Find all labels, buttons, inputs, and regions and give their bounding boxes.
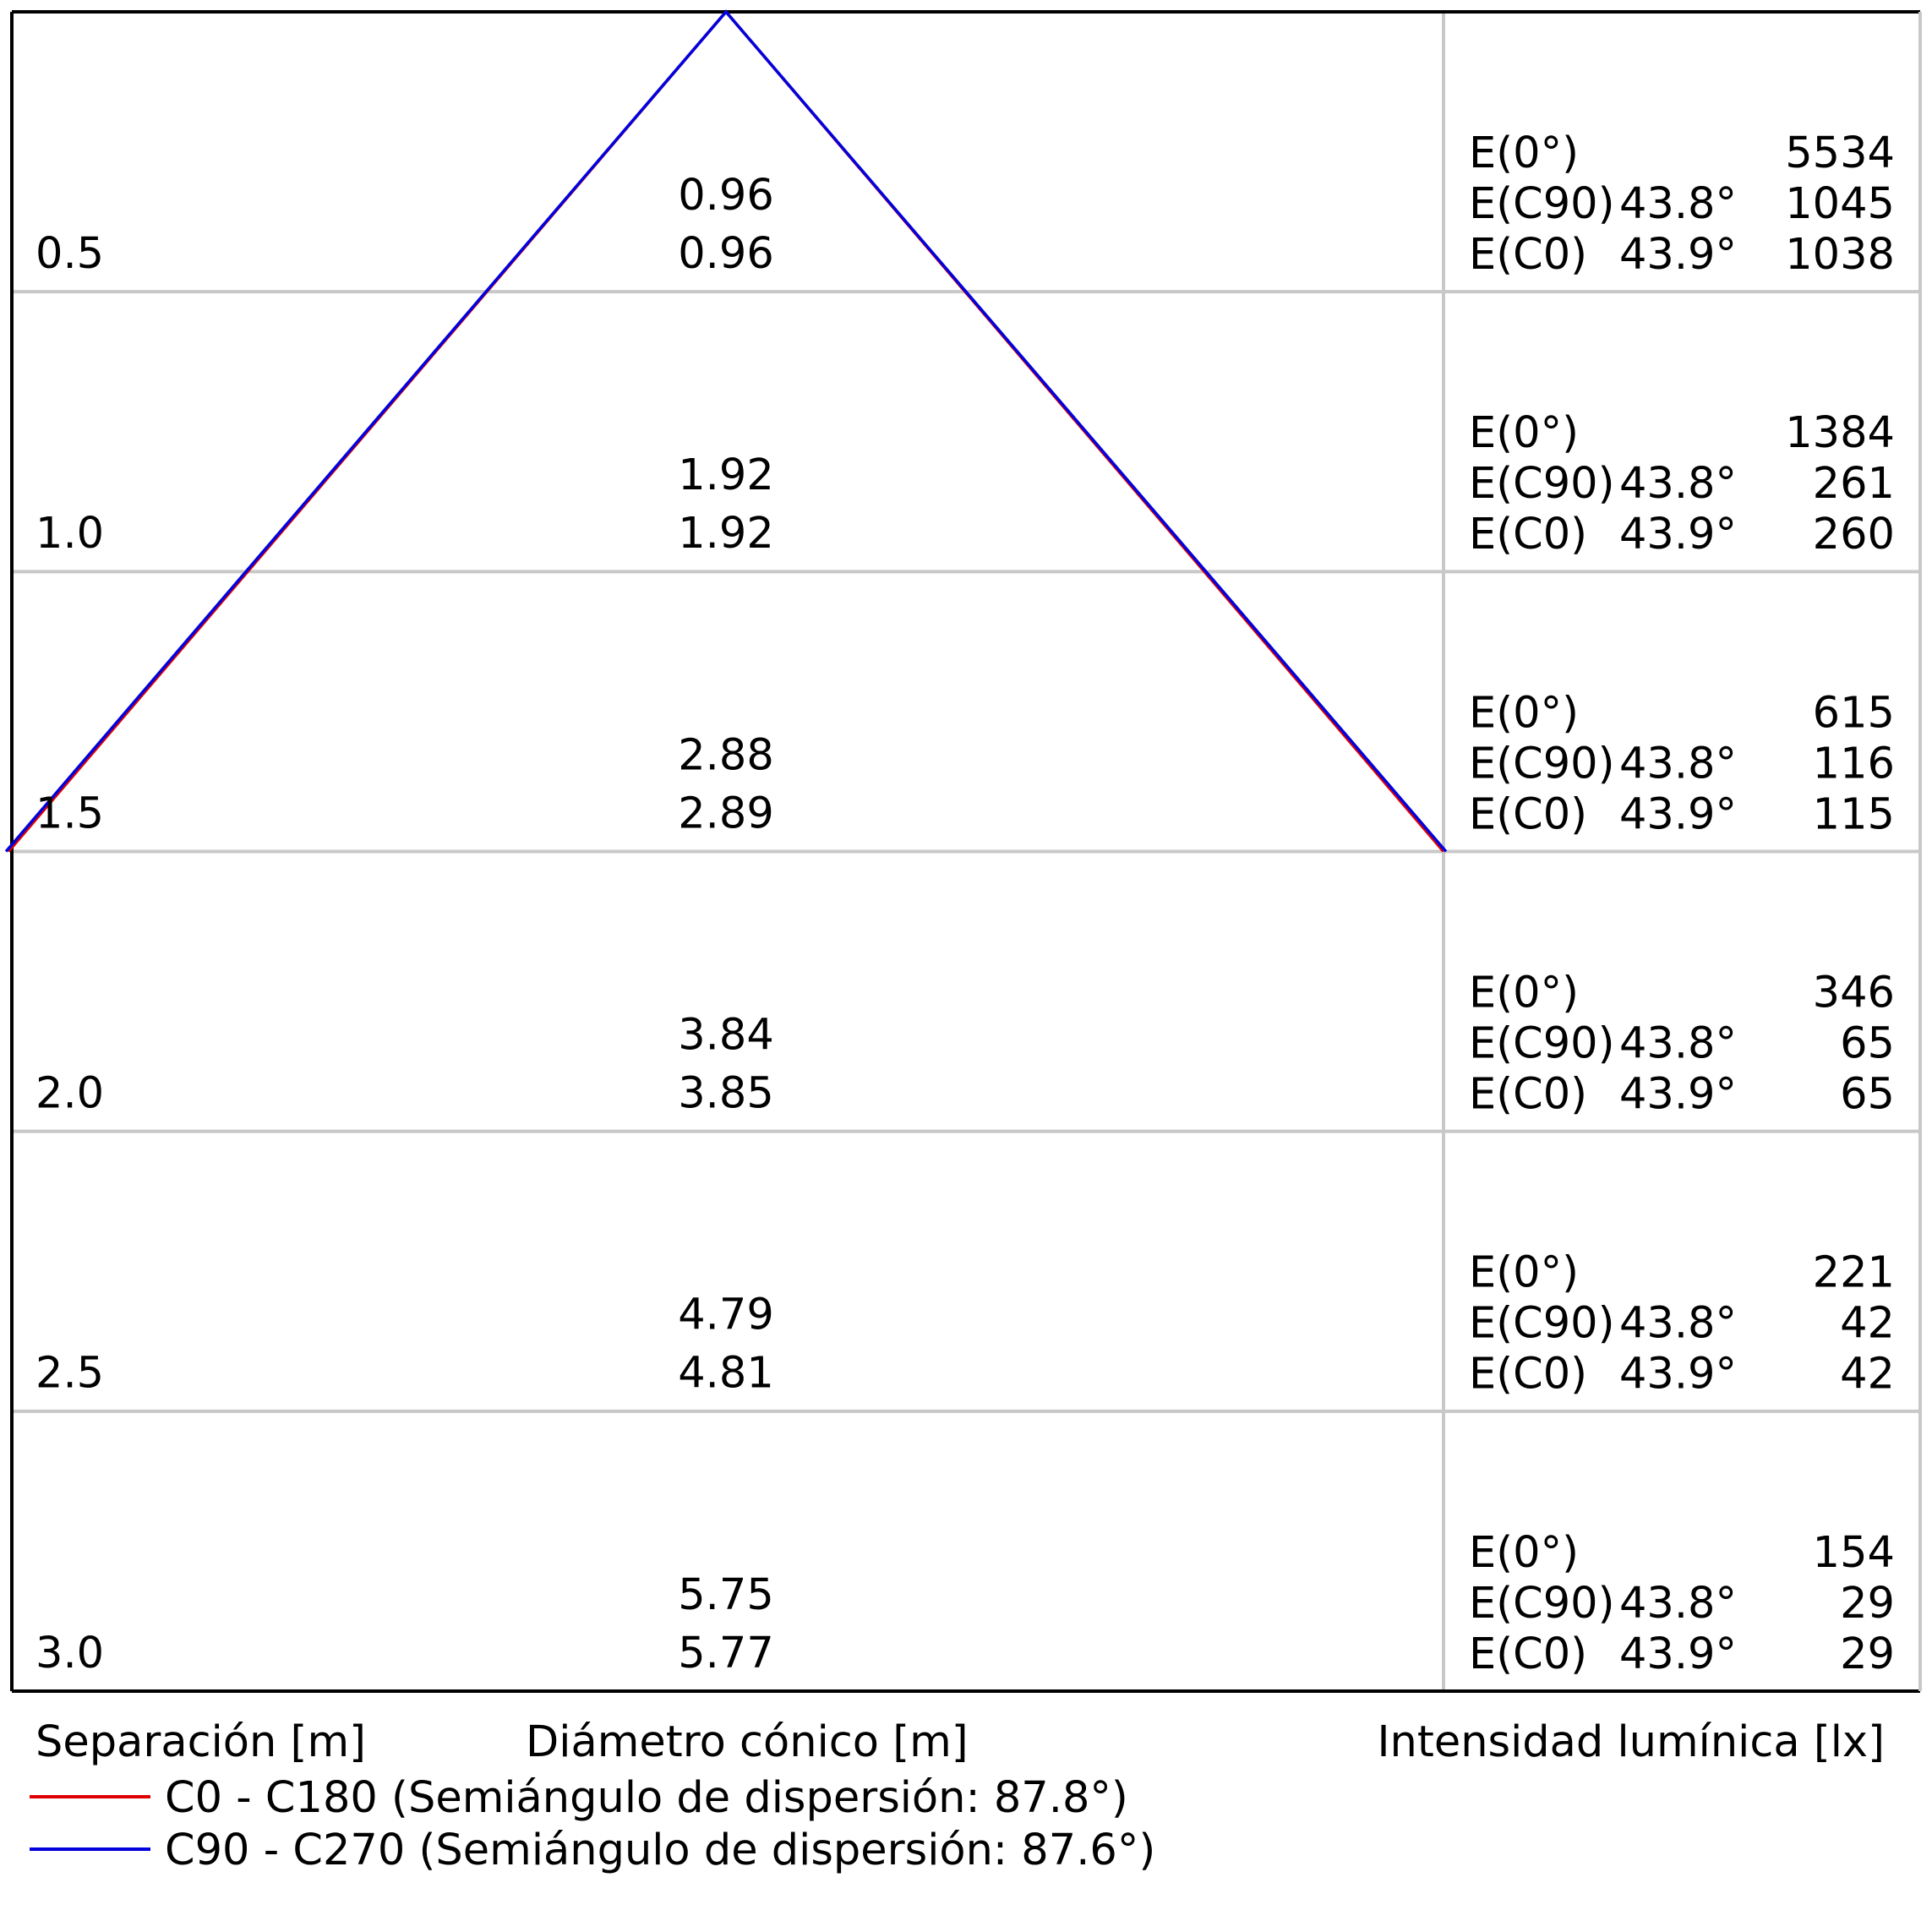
e0-label: E(0°) <box>1469 1528 1579 1578</box>
e-c0-angle: 43.9° <box>1619 1350 1737 1400</box>
separation-label: 3.0 <box>35 1629 104 1678</box>
separation-axis-label: Separación [m] <box>35 1717 366 1767</box>
e-c90-value: 116 <box>1813 739 1895 789</box>
e-c90-label: E(C90) <box>1469 739 1615 789</box>
e-c90-value: 65 <box>1840 1019 1895 1069</box>
e-c90-angle: 43.8° <box>1619 739 1737 789</box>
e-c0-label: E(C0) <box>1469 510 1587 559</box>
diameter-c0-label: 5.75 <box>678 1570 774 1620</box>
separation-label: 1.5 <box>35 789 104 838</box>
illuminance-axis-label: Intensidad lumínica [lx] <box>1378 1717 1886 1767</box>
e0-value: 346 <box>1813 969 1895 1018</box>
e-c0-value: 260 <box>1813 510 1895 559</box>
e-c90-angle: 43.8° <box>1619 1019 1737 1069</box>
e-c90-label: E(C90) <box>1469 1299 1615 1349</box>
separation-label: 1.0 <box>35 509 104 559</box>
e0-value: 154 <box>1813 1528 1895 1578</box>
e-c0-value: 1038 <box>1785 230 1895 280</box>
e0-label: E(0°) <box>1469 1248 1579 1298</box>
e0-label: E(0°) <box>1469 969 1579 1018</box>
diameter-c0-label: 4.79 <box>678 1291 774 1340</box>
e-c0-value: 42 <box>1840 1350 1895 1400</box>
diameter-c0-label: 1.92 <box>678 450 774 500</box>
e-c0-label: E(C0) <box>1469 1350 1587 1400</box>
e-c90-label: E(C90) <box>1469 1579 1615 1629</box>
e-c0-angle: 43.9° <box>1619 1070 1737 1120</box>
e-c0-angle: 43.9° <box>1619 230 1737 280</box>
e0-value: 221 <box>1813 1248 1895 1298</box>
diameter-c90-label: 2.89 <box>678 789 774 838</box>
e-c90-label: E(C90) <box>1469 1019 1615 1069</box>
e-c0-label: E(C0) <box>1469 230 1587 280</box>
e-c0-label: E(C0) <box>1469 1629 1587 1679</box>
diameter-c90-label: 3.85 <box>678 1069 774 1119</box>
cone-curve-c90-c270 <box>4 9 1448 853</box>
e0-value: 615 <box>1813 688 1895 738</box>
e-c90-angle: 43.8° <box>1619 1299 1737 1349</box>
e-c90-label: E(C90) <box>1469 459 1615 509</box>
diameter-c90-label: 1.92 <box>678 509 774 559</box>
diameter-c0-label: 0.96 <box>678 171 774 221</box>
diameter-c90-label: 0.96 <box>678 229 774 279</box>
e0-label: E(0°) <box>1469 688 1579 738</box>
diameter-c0-label: 2.88 <box>678 730 774 780</box>
e-c90-value: 1045 <box>1785 179 1895 229</box>
e-c0-label: E(C0) <box>1469 789 1587 839</box>
e-c90-angle: 43.8° <box>1619 1579 1737 1629</box>
e-c0-value: 115 <box>1813 789 1895 839</box>
separation-label: 2.5 <box>35 1349 104 1399</box>
diameter-c90-label: 4.81 <box>678 1349 774 1399</box>
e-c0-value: 65 <box>1840 1070 1895 1120</box>
e0-value: 5534 <box>1785 128 1895 178</box>
e0-label: E(0°) <box>1469 408 1579 458</box>
e-c90-label: E(C90) <box>1469 179 1615 229</box>
e0-label: E(0°) <box>1469 128 1579 178</box>
e-c0-value: 29 <box>1840 1629 1895 1679</box>
diameter-c90-label: 5.77 <box>678 1629 774 1678</box>
separation-label: 0.5 <box>35 229 104 279</box>
diameter-c0-label: 3.84 <box>678 1011 774 1061</box>
e-c90-value: 261 <box>1813 459 1895 509</box>
e-c0-angle: 43.9° <box>1619 510 1737 559</box>
diameter-axis-label: Diámetro cónico [m] <box>526 1717 969 1767</box>
e-c90-value: 29 <box>1840 1579 1895 1629</box>
e-c0-label: E(C0) <box>1469 1070 1587 1120</box>
separation-label: 2.0 <box>35 1069 104 1119</box>
e-c90-angle: 43.8° <box>1619 179 1737 229</box>
e-c90-angle: 43.8° <box>1619 459 1737 509</box>
legend-entry: C90 - C270 (Semiángulo de dispersión: 87… <box>165 1826 1155 1875</box>
legend-entry: C0 - C180 (Semiángulo de dispersión: 87.… <box>165 1773 1128 1823</box>
cone-curve-c0-c180 <box>7 9 1445 853</box>
e0-value: 1384 <box>1785 408 1895 458</box>
e-c0-angle: 43.9° <box>1619 1629 1737 1679</box>
e-c90-value: 42 <box>1840 1299 1895 1349</box>
e-c0-angle: 43.9° <box>1619 789 1737 839</box>
